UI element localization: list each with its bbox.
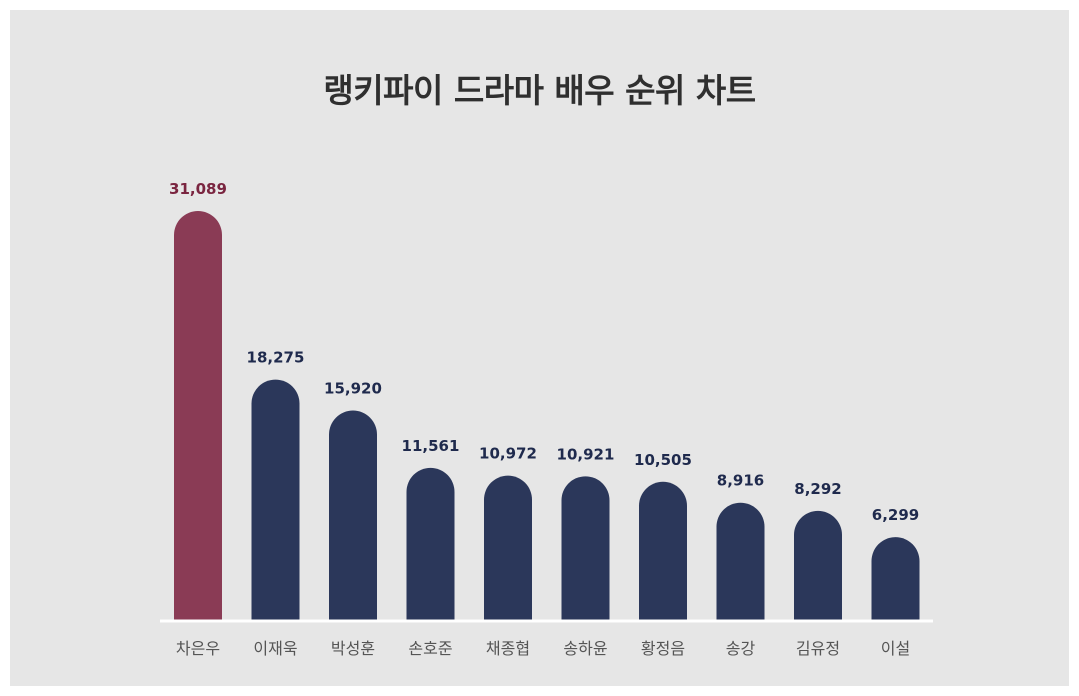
- category-label: 송하윤: [563, 639, 607, 658]
- data-label: 10,505: [634, 451, 692, 469]
- data-label: 10,921: [557, 445, 615, 463]
- bar: [484, 475, 532, 620]
- data-label: 18,275: [247, 349, 305, 367]
- bar: [639, 481, 687, 620]
- category-label: 황정음: [641, 639, 685, 658]
- bar: [561, 476, 610, 620]
- data-label: 6,299: [872, 506, 919, 524]
- bar: [174, 211, 222, 620]
- bar: [794, 510, 843, 620]
- category-label: 박성훈: [331, 639, 375, 658]
- category-label: 송강: [726, 639, 756, 658]
- data-label: 10,972: [479, 445, 537, 463]
- category-label: 이재욱: [253, 639, 297, 658]
- category-label: 차은우: [176, 639, 220, 658]
- category-label: 김유정: [796, 639, 840, 658]
- data-label: 11,561: [402, 437, 460, 455]
- data-label: 8,916: [717, 472, 764, 490]
- category-label: 손호준: [408, 639, 452, 658]
- data-label: 8,292: [794, 480, 841, 498]
- bar: [406, 467, 455, 620]
- bar: [251, 379, 300, 620]
- bar: [716, 502, 765, 620]
- data-label: 15,920: [324, 380, 382, 398]
- category-label: 이설: [881, 639, 910, 658]
- bar: [871, 537, 920, 620]
- bar: [329, 410, 377, 620]
- category-label: 채종협: [486, 639, 530, 658]
- chart-title: 랭키파이 드라마 배우 순위 차트: [323, 71, 756, 110]
- data-label: 31,089: [169, 180, 227, 198]
